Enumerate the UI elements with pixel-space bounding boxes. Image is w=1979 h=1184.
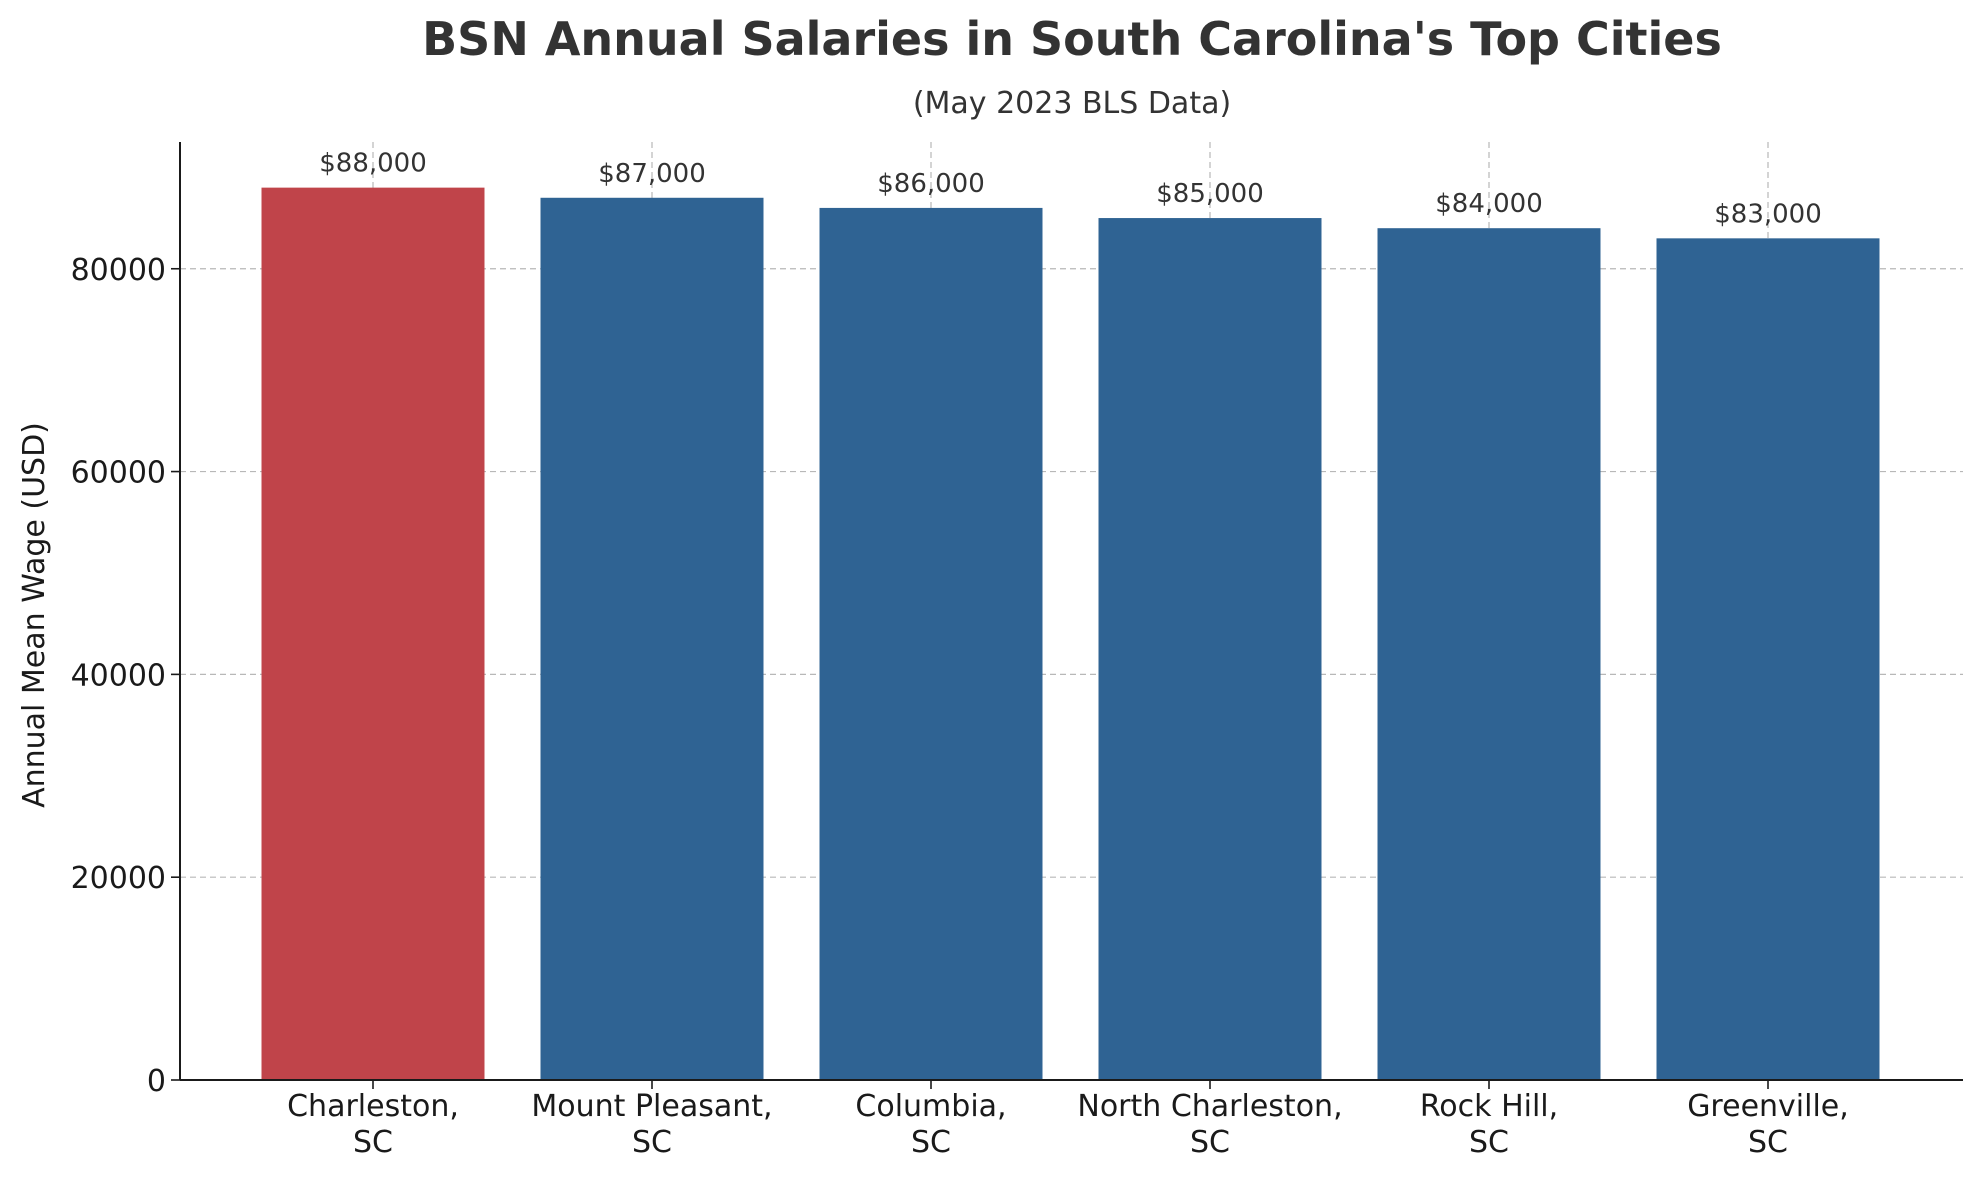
value-label: $86,000	[877, 169, 985, 199]
bar	[1656, 238, 1880, 1080]
x-tick-label-line: SC	[1190, 1125, 1230, 1160]
value-label: $87,000	[598, 159, 706, 189]
value-label: $83,000	[1714, 199, 1822, 229]
x-tick-label-line: Charleston,	[287, 1089, 459, 1124]
x-tick-label: Charleston, SC	[287, 1089, 459, 1160]
x-tick-label: Rock Hill, SC	[1420, 1089, 1558, 1160]
bar	[261, 187, 485, 1080]
x-tick-label-line: Columbia,	[855, 1089, 1006, 1124]
y-axis-ticks: 0 20000 40000 60000 80000	[71, 253, 180, 1099]
chart-title: BSN Annual Salaries in South Carolina's …	[422, 12, 1722, 66]
x-tick-label: Greenville, SC	[1687, 1089, 1849, 1160]
bar	[1098, 218, 1322, 1080]
y-axis-label: Annual Mean Wage (USD)	[17, 422, 52, 808]
bar	[819, 207, 1043, 1080]
value-label: $84,000	[1435, 189, 1543, 219]
bar	[1377, 228, 1601, 1081]
x-tick-label-line: North Charleston,	[1077, 1089, 1342, 1124]
value-label: $88,000	[319, 149, 427, 179]
x-tick-label-line: SC	[353, 1125, 393, 1160]
x-tick-label-line: Rock Hill,	[1420, 1089, 1558, 1124]
x-tick-label-line: Mount Pleasant,	[531, 1089, 772, 1124]
bar	[540, 197, 764, 1081]
x-tick-label-line: SC	[632, 1125, 672, 1160]
x-tick-label-line: SC	[1469, 1125, 1509, 1160]
y-tick-label: 60000	[71, 456, 166, 491]
y-tick-label: 0	[147, 1064, 166, 1099]
x-tick-label: North Charleston, SC	[1077, 1089, 1342, 1160]
y-tick-label: 40000	[71, 658, 166, 693]
value-label: $85,000	[1156, 179, 1264, 209]
x-tick-label: Columbia, SC	[855, 1089, 1006, 1160]
bars	[261, 187, 1880, 1081]
chart-subtitle: (May 2023 BLS Data)	[913, 86, 1231, 121]
x-tick-label: Mount Pleasant, SC	[531, 1089, 772, 1160]
x-tick-label-line: Greenville,	[1687, 1089, 1849, 1124]
y-tick-label: 80000	[71, 253, 166, 288]
x-tick-label-line: SC	[911, 1125, 951, 1160]
y-tick-label: 20000	[71, 861, 166, 896]
x-tick-label-line: SC	[1748, 1125, 1788, 1160]
data-labels: $88,000 $87,000 $86,000 $85,000 $84,000 $83,0…	[319, 149, 1822, 230]
